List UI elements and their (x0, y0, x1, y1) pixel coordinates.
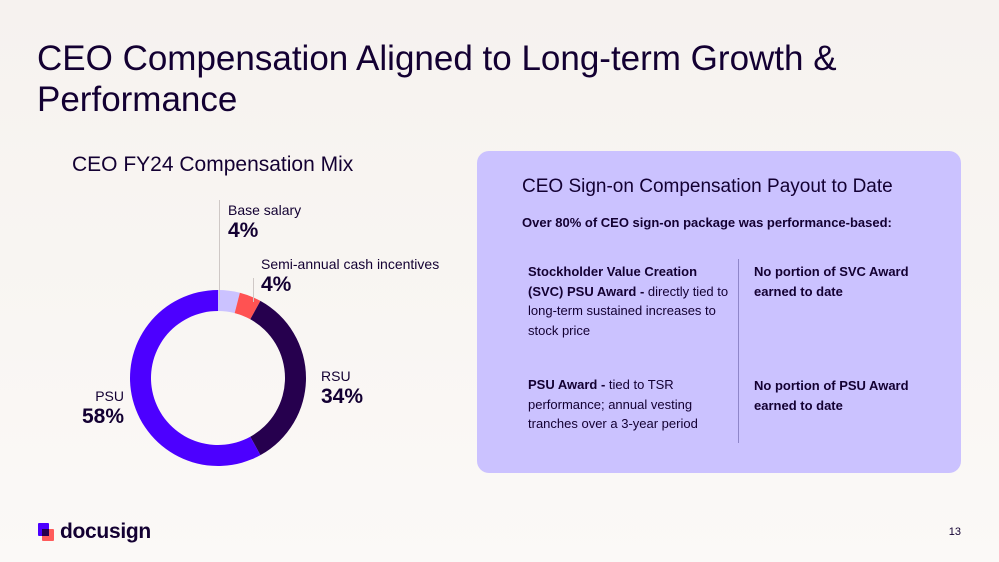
label-cash-incentives-name: Semi-annual cash incentives (261, 256, 440, 272)
page-number: 13 (948, 526, 961, 538)
psu-award-description: PSU Award - tied to TSR performance; ann… (528, 375, 718, 434)
leader-line-base-salary (219, 200, 220, 300)
label-rsu: RSU 34% (321, 368, 363, 409)
docusign-logo-text: docusign (60, 520, 151, 543)
chart-title: CEO FY24 Compensation Mix (72, 153, 354, 176)
panel-divider (738, 259, 739, 443)
psu-award-title: PSU Award - (528, 377, 606, 392)
docusign-logo: docusign (38, 520, 151, 544)
psu-award-text: tied to TSR performance; annual vesting … (528, 377, 698, 431)
label-base-salary-value: 4% (228, 219, 259, 242)
svc-award-title: Stockholder Value Creation (SVC) PSU Awa… (528, 264, 698, 299)
page-title: CEO Compensation Aligned to Long-term Gr… (37, 39, 837, 119)
panel-subtitle: Over 80% of CEO sign-on package was perf… (522, 215, 892, 230)
svc-award-description: Stockholder Value Creation (SVC) PSU Awa… (528, 262, 733, 340)
label-cash-incentives: Semi-annual cash incentives 4% (261, 256, 439, 297)
label-psu-name: PSU (95, 388, 124, 404)
slice-rsu (250, 300, 306, 456)
label-rsu-name: RSU (321, 368, 351, 384)
leader-line-cash-incentives (253, 278, 254, 302)
label-psu-value: 58% (81, 405, 124, 428)
panel-title: CEO Sign-on Compensation Payout to Date (522, 176, 893, 197)
label-base-salary: Base salary 4% (228, 202, 301, 243)
label-psu: PSU 58% (80, 388, 124, 429)
sign-on-panel: CEO Sign-on Compensation Payout to Date … (477, 151, 961, 473)
docusign-logo-icon (38, 523, 54, 541)
label-rsu-value: 34% (321, 385, 364, 408)
psu-award-status: No portion of PSU Award earned to date (754, 378, 909, 413)
label-base-salary-name: Base salary (228, 202, 302, 218)
slice-psu (130, 290, 261, 466)
label-cash-incentives-value: 4% (261, 273, 292, 296)
svc-award-text: directly tied to long-term sustained inc… (528, 283, 729, 338)
svc-award-status: No portion of SVC Award earned to date (754, 264, 909, 299)
slice-base-salary (218, 290, 240, 314)
